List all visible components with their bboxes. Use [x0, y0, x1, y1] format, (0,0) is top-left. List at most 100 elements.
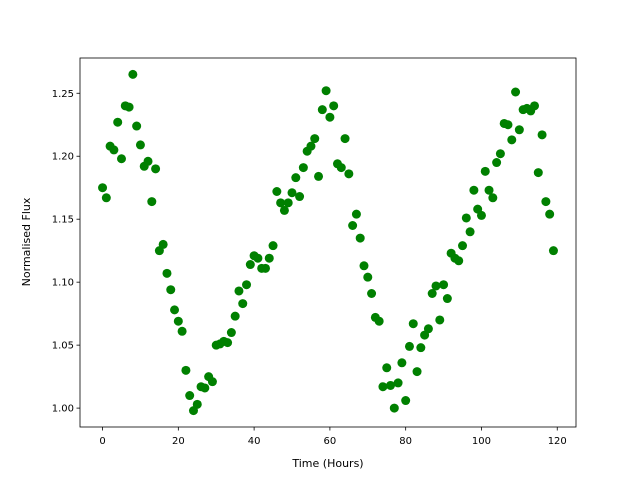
point [465, 227, 475, 237]
point [351, 209, 361, 219]
point [359, 261, 369, 271]
point [344, 169, 354, 179]
point [291, 173, 301, 183]
point [378, 382, 388, 392]
point [298, 163, 308, 173]
point [226, 328, 236, 338]
x-tick-label: 60 [324, 436, 337, 447]
point [454, 256, 464, 266]
point [234, 286, 244, 296]
point [329, 101, 339, 111]
point [511, 87, 521, 97]
point [158, 239, 168, 249]
point [374, 316, 384, 326]
point [548, 246, 558, 256]
point [295, 192, 305, 202]
point [507, 135, 517, 145]
point [469, 185, 479, 195]
x-axis-label: Time (Hours) [291, 457, 363, 470]
point [151, 164, 161, 174]
point [317, 105, 327, 115]
point [310, 134, 320, 144]
point [230, 311, 240, 321]
point [484, 185, 494, 195]
point [442, 294, 452, 304]
point [283, 198, 293, 208]
point [439, 280, 449, 290]
point [268, 241, 278, 251]
point [401, 396, 411, 406]
point [461, 213, 471, 223]
point [276, 198, 286, 208]
axes-frame [79, 57, 577, 428]
point [177, 326, 187, 336]
point [162, 268, 172, 278]
point [408, 319, 418, 329]
point [185, 391, 195, 401]
x-tick-label: 40 [248, 436, 261, 447]
point [480, 166, 490, 176]
point [423, 324, 433, 334]
point [514, 125, 524, 135]
point [192, 399, 202, 409]
point [458, 241, 468, 251]
point [495, 149, 505, 159]
point [545, 209, 555, 219]
point [238, 299, 248, 309]
point [530, 101, 540, 111]
point [503, 120, 513, 130]
point [397, 358, 407, 368]
point [348, 220, 358, 230]
point [476, 210, 486, 220]
point [431, 281, 441, 291]
x-tick-label: 20 [172, 436, 185, 447]
point [416, 343, 426, 353]
point [173, 316, 183, 326]
point [314, 171, 324, 181]
point [435, 315, 445, 325]
x-tick-label: 120 [548, 436, 567, 447]
point [98, 183, 108, 193]
point [242, 280, 252, 290]
x-tick-label: 100 [472, 436, 491, 447]
point [272, 186, 282, 196]
point [181, 365, 191, 375]
point [533, 168, 543, 178]
point [166, 285, 176, 295]
point [382, 363, 392, 373]
y-tick-label: 1.00 [52, 404, 74, 415]
point [321, 86, 331, 96]
point [124, 102, 134, 112]
y-tick-label: 1.05 [52, 341, 74, 352]
point [492, 158, 502, 168]
point [147, 197, 157, 207]
y-tick-label: 1.20 [52, 152, 74, 163]
point [427, 289, 437, 299]
point [363, 272, 373, 282]
point [306, 141, 316, 151]
point [223, 338, 233, 348]
point [245, 260, 255, 270]
y-tick-label: 1.15 [52, 215, 74, 226]
point [132, 121, 142, 131]
point [367, 289, 377, 299]
point [389, 403, 399, 413]
x-tick-label: 80 [399, 436, 412, 447]
y-tick-label: 1.25 [52, 89, 74, 100]
point [537, 130, 547, 140]
point [279, 205, 289, 215]
point [325, 112, 335, 122]
point [404, 341, 414, 351]
y-tick-label: 1.10 [52, 278, 74, 289]
point [170, 305, 180, 315]
point [355, 233, 365, 243]
point [207, 377, 217, 387]
point [143, 156, 153, 166]
x-tick-label: 0 [99, 436, 105, 447]
y-axis-label: Normalised Flux [20, 197, 33, 286]
point [253, 253, 263, 263]
point [386, 380, 396, 390]
point [113, 117, 123, 127]
point [109, 145, 119, 155]
